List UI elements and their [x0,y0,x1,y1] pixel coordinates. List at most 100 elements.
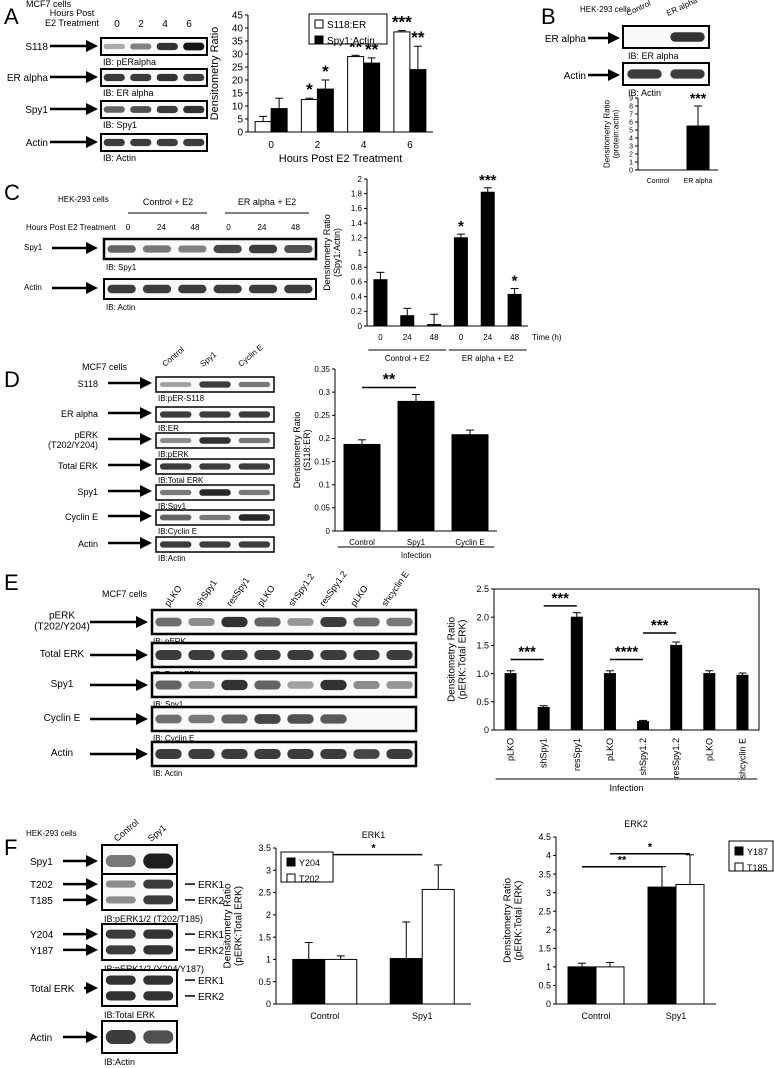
significance-marker: **** [615,644,639,661]
ib-label: IB:pERK1/2 (T202/T185) [104,914,203,924]
ib-label: IB: Spy1 [153,700,184,709]
blot-band [238,541,271,548]
blot-arrow [90,649,148,661]
x-unit-label: Time (h) [532,333,562,342]
x-tick-label: shSpy1 [539,738,549,768]
significance-marker: * [648,842,653,854]
lane-label: resSpy1.2 [317,569,348,608]
western-blot [100,37,208,56]
blot-band [199,437,231,444]
blot-band [238,411,271,418]
blot-band [320,679,347,691]
western-blot [155,406,275,423]
bar [567,966,597,1005]
lane-label: 6 [186,19,192,30]
significance-marker: *** [651,617,669,634]
blot-band [188,681,215,689]
blot-band [143,929,174,939]
arrow-head [140,433,152,445]
legend-label: T185 [747,863,768,873]
arrow-head [86,40,98,52]
y-tick-label: 1 [629,159,633,166]
lane-label: Control [625,0,652,18]
x-tick-label: 24 [483,333,492,342]
blot-label: Total ERK [58,461,98,471]
blot-label: ER alpha [61,409,98,419]
y-tick-label: 2 [546,925,551,935]
bar [363,62,381,133]
x-tick-label: ER alpha [684,178,713,185]
blot-arrow [50,71,98,83]
cells-label: HEK-293 cells [580,5,631,14]
blot-band [183,42,205,51]
chart-C: 00.20.40.60.811.21.41.61.820 24 48 0 24 48***… [322,172,562,363]
y-tick-label: 15 [232,89,244,100]
panel-letter-A: A [4,4,19,29]
blot-frame [100,37,208,56]
arrow-head [86,878,98,891]
blot-band [159,437,192,444]
arrow-head [140,510,152,522]
arrow-head [136,649,148,661]
ib-label: IB:Actin [158,554,186,563]
arrow-head [86,893,98,906]
blot-band [221,714,248,724]
ib-label: IB:Total ERK [158,476,204,485]
ib-label: IB:pERK [158,450,189,459]
bar [347,56,365,133]
blot-frame [101,923,178,961]
western-blot [155,458,275,475]
blot-band [320,649,347,661]
blot-arrow [90,713,148,725]
blot-arrow [90,748,148,760]
blot-band [287,649,314,661]
blot-band [156,73,178,82]
bar [595,966,625,1005]
blot-band [199,411,231,418]
y-tick-label: 2.5 [258,888,271,898]
blot-band [213,244,242,254]
bar [324,958,358,1005]
legend: S118:ER Spy1:Actin [308,13,388,47]
blot-band [130,106,152,113]
blot-band [142,284,172,294]
bar [254,121,272,133]
blot-band [183,73,205,82]
bar [453,237,468,327]
blot-band [353,649,380,661]
blot-band [143,945,174,955]
blot-band [156,138,178,147]
blot-label: pERK (T202/Y204) [34,611,90,633]
y-tick-label: 35 [232,37,244,48]
y-tick-label: 0.3 [319,388,331,397]
blot-arrow [52,282,98,294]
y-tick-label: 0 [358,322,363,331]
blot-band [130,138,152,147]
blot-band [284,284,313,294]
y-axis-label: Densitometry Ratio [209,27,221,121]
blot-band [155,680,182,690]
group-label: Control + E2 [385,354,430,363]
western-blot [150,608,418,636]
legend-swatch [314,35,324,45]
cells-label: MCF7 cells [102,589,148,599]
western-blot [622,25,710,49]
lane-label: shcyclin E [379,569,410,608]
arrow-head [140,459,152,471]
lane-label: 48 [191,223,200,232]
y-axis-label: Densitometry Ratio(pERK:Total ERK) [447,617,469,702]
lane-label: 0 [126,223,131,232]
bar [480,191,495,327]
y-tick-label: 1 [358,248,363,257]
y-tick-label: 1.4 [351,219,363,228]
western-blot [100,68,208,87]
group-header: ER alpha + E2 [238,197,296,207]
x-tick-label: Spy1 [412,1011,433,1021]
ib-label: IB: Actin [628,88,661,98]
panel-letter-F: F [4,835,17,860]
legend-swatch [734,862,744,872]
lane-label: pLKO [348,584,369,609]
western-blot [101,873,178,911]
blot-frame [622,25,710,49]
blot-band [386,748,413,760]
